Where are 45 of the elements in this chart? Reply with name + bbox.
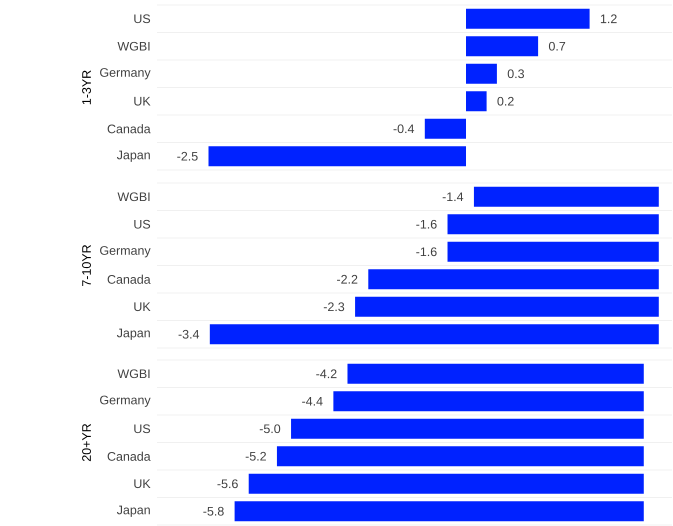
y-tick-label: Germany — [100, 68, 151, 80]
data-label: -4.2 — [316, 369, 336, 378]
data-label: -5.0 — [260, 424, 280, 434]
data-label: -5.6 — [217, 479, 238, 488]
y-tick-label: US — [134, 14, 150, 24]
data-label: -5.2 — [246, 452, 266, 461]
data-label: -2.5 — [177, 152, 198, 161]
y-tick-label: WGBI — [118, 192, 150, 202]
y-tick-label: Germany — [100, 246, 151, 258]
bar — [208, 146, 466, 166]
y-axis-title: 1-3YR — [82, 70, 91, 104]
y-tick-label: UK — [134, 302, 151, 312]
y-tick-label: WGBI — [118, 369, 150, 378]
y-tick-label: Germany — [100, 396, 151, 407]
y-tick-label: WGBI — [118, 42, 150, 51]
data-label: -1.4 — [442, 192, 464, 202]
y-tick-label: Japan — [116, 150, 150, 162]
data-label: -2.3 — [324, 302, 344, 312]
data-label: -4.4 — [302, 396, 323, 406]
data-label: 0.3 — [508, 69, 524, 78]
bar — [466, 36, 538, 56]
bar — [466, 8, 590, 29]
data-label: -2.2 — [337, 274, 358, 284]
y-tick-label: Japan — [116, 328, 150, 340]
y-axis-title: 20+YR — [82, 424, 91, 462]
y-tick-label: US — [134, 424, 150, 434]
data-label: -1.6 — [416, 220, 437, 229]
data-label: 0.2 — [497, 96, 514, 106]
y-tick-label: US — [134, 220, 150, 229]
data-label: -3.4 — [178, 330, 200, 339]
data-label: -1.6 — [416, 247, 437, 256]
bar — [466, 91, 487, 112]
bar — [466, 64, 497, 84]
y-tick-label: Japan — [116, 506, 150, 517]
bar — [424, 118, 466, 139]
y-tick-label: UK — [134, 479, 151, 488]
data-label: 0.7 — [548, 42, 566, 51]
y-tick-label: UK — [134, 96, 151, 106]
data-label: -5.8 — [203, 506, 224, 516]
y-tick-label: Canada — [108, 124, 151, 134]
y-axis-title: 7-10YR — [82, 244, 91, 286]
data-label: 1.2 — [600, 14, 617, 24]
y-tick-label: Canada — [108, 274, 151, 284]
data-label: -0.4 — [394, 124, 414, 134]
y-tick-label: Canada — [108, 452, 151, 461]
